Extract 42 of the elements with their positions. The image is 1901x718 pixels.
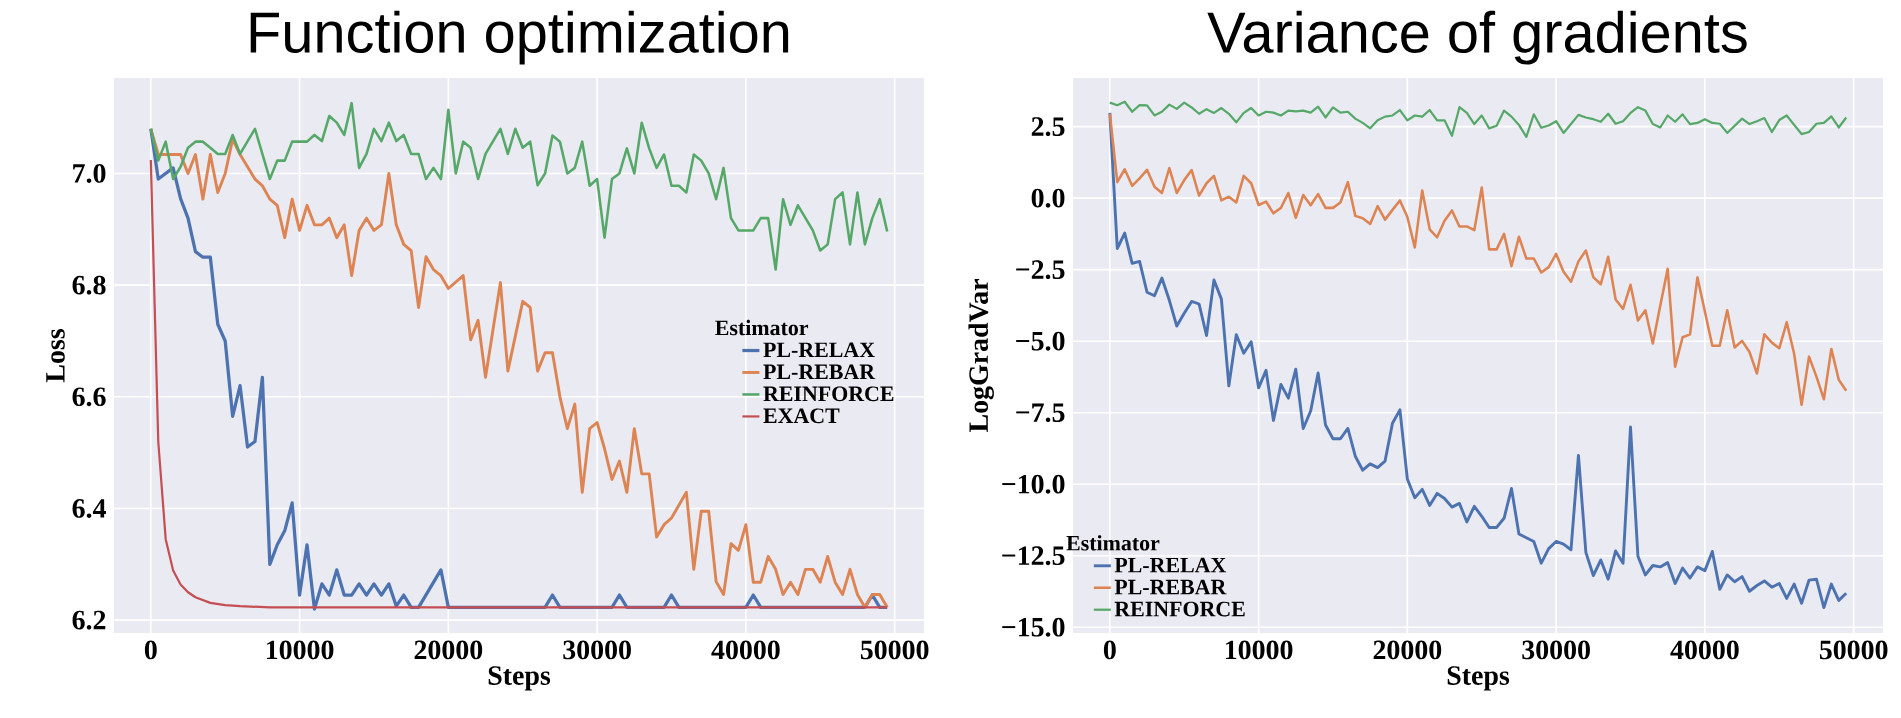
legend-label: PL-REBAR bbox=[763, 364, 876, 380]
y-tick-label: 6.4 bbox=[72, 499, 106, 518]
legend-label: PL-RELAX bbox=[763, 342, 875, 358]
y-tick-label: −10.0 bbox=[1002, 474, 1065, 494]
line-series bbox=[149, 101, 889, 271]
y-tick-label: 2.5 bbox=[1031, 117, 1065, 137]
legend-title: Estimator bbox=[715, 319, 809, 336]
y-tick-label: −15.0 bbox=[1002, 617, 1065, 637]
x-tick-label: 40000 bbox=[711, 640, 780, 660]
legend-label: REINFORCE bbox=[763, 386, 894, 402]
legend-title: Estimator bbox=[1066, 535, 1160, 551]
x-tick-label: 50000 bbox=[1819, 640, 1888, 660]
x-tick-label: 40000 bbox=[1670, 640, 1739, 660]
x-tick-label: 20000 bbox=[414, 640, 483, 660]
legend-label: PL-REBAR bbox=[1114, 579, 1227, 595]
x-tick-label: 30000 bbox=[1522, 640, 1590, 660]
y-tick-label: −2.5 bbox=[1016, 260, 1065, 280]
x-tick-label: 30000 bbox=[563, 640, 631, 660]
y-tick-label: −7.5 bbox=[1016, 403, 1065, 423]
y-tick-label: −5.0 bbox=[1016, 331, 1065, 351]
x-tick-label: 50000 bbox=[860, 640, 929, 660]
x-tick-label: 0 bbox=[144, 640, 157, 660]
x-tick-label: 10000 bbox=[1225, 640, 1293, 660]
legend-label: REINFORCE bbox=[1114, 601, 1245, 617]
chart-title: Function optimization bbox=[250, 10, 789, 65]
x-axis-title: Steps bbox=[1447, 666, 1510, 691]
y-tick-label: 6.8 bbox=[72, 275, 106, 295]
x-tick-label: 20000 bbox=[1373, 640, 1442, 660]
y-tick-label: 7.0 bbox=[73, 164, 106, 183]
x-tick-label: 0 bbox=[1103, 640, 1116, 660]
legend-label: PL-RELAX bbox=[1114, 557, 1227, 573]
y-tick-label: 0.0 bbox=[1031, 188, 1065, 208]
y-axis-title: Loss bbox=[46, 329, 65, 383]
y-axis-title: LogGradVar bbox=[968, 279, 994, 432]
chart-title: Variance of gradients bbox=[1207, 10, 1747, 65]
x-axis-title: Steps bbox=[488, 666, 551, 691]
x-tick-label: 10000 bbox=[266, 640, 334, 660]
y-tick-label: 6.2 bbox=[72, 610, 106, 630]
y-tick-label: 6.6 bbox=[72, 387, 106, 407]
line-series bbox=[1108, 112, 1848, 406]
y-tick-label: −12.5 bbox=[1002, 546, 1065, 566]
legend-label: EXACT bbox=[763, 408, 840, 424]
